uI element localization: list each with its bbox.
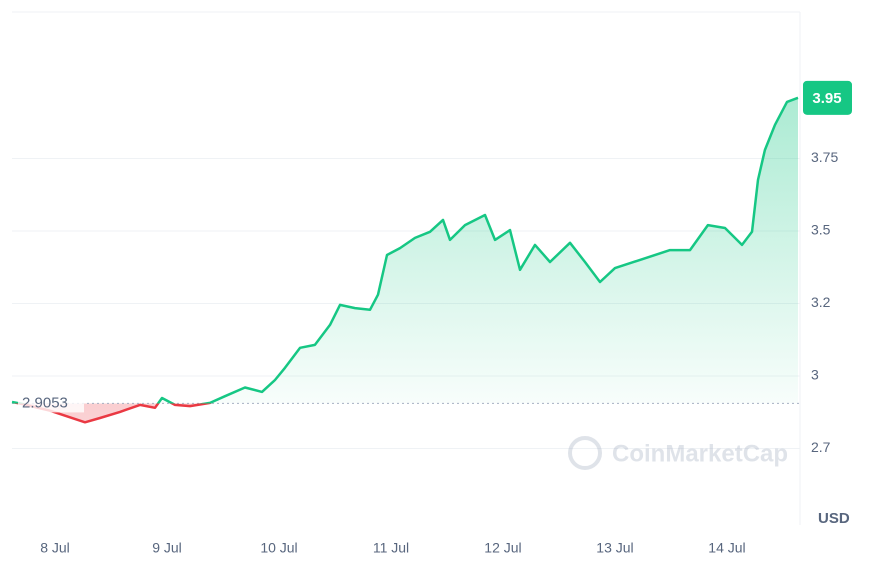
area: [12, 97, 798, 423]
y-tick-label: 3.2: [811, 294, 831, 310]
y-tick-label: 3: [811, 367, 819, 383]
y-tick-label: 3.75: [811, 149, 838, 165]
x-tick-label: 13 Jul: [596, 540, 633, 556]
marks: [11, 96, 800, 424]
y-tick-label: 3.5: [811, 222, 831, 238]
unit-label: USD: [818, 510, 850, 527]
watermark-text: CoinMarketCap: [612, 440, 788, 467]
current-price-badge: [803, 80, 852, 115]
price-line: [11, 96, 799, 424]
x-tick-label: 11 Jul: [373, 540, 409, 556]
watermark: CoinMarketCap: [568, 436, 788, 470]
baseline-label-bg: [18, 392, 84, 413]
watermark-logo: [568, 436, 602, 470]
labels: CoinMarketCap USD 2.7 3 3.2 3.5 3.75 8 Jul 9 J…: [18, 80, 852, 556]
x-tick-label: 8 Jul: [40, 540, 70, 556]
y-tick-label: 2.7: [811, 439, 831, 455]
x-tick-label: 12 Jul: [484, 540, 521, 556]
x-tick-label: 14 Jul: [708, 540, 745, 556]
baseline-label: 2.9053: [22, 394, 68, 411]
x-tick-label: 10 Jul: [260, 540, 297, 556]
x-tick-label: 9 Jul: [152, 540, 182, 556]
current-price-label: 3.95: [812, 90, 841, 107]
